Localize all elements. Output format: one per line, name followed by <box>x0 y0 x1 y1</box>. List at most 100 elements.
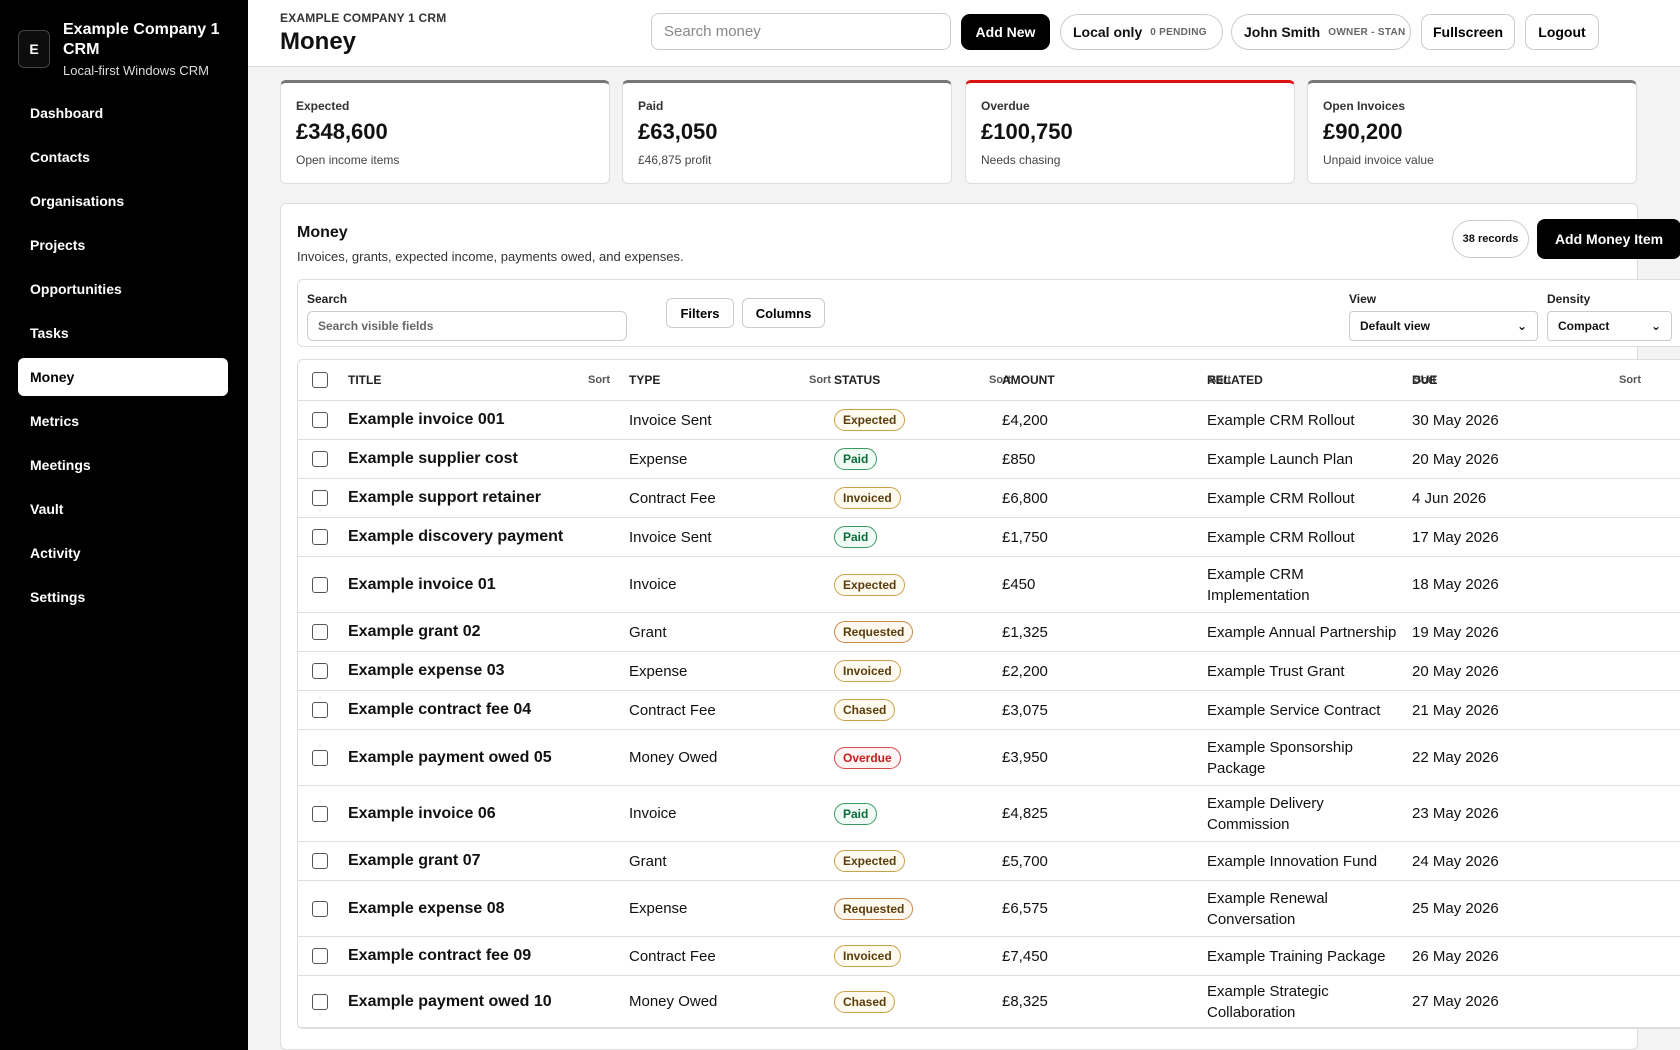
cell-title[interactable]: Example payment owed 10 <box>348 992 552 1010</box>
filters-button[interactable]: Filters <box>666 298 734 328</box>
sidebar-item-contacts[interactable]: Contacts <box>30 149 90 165</box>
user-pill[interactable]: John Smith OWNER - STAN <box>1231 14 1411 50</box>
sort-button-type[interactable]: Sort <box>809 374 831 386</box>
cell-title[interactable]: Example grant 02 <box>348 623 481 640</box>
row-checkbox[interactable] <box>312 529 328 545</box>
sync-status-pill[interactable]: Local only 0 PENDING <box>1060 14 1223 50</box>
cell-related: Example Trust Grant <box>1207 662 1345 680</box>
row-checkbox[interactable] <box>312 490 328 506</box>
cell-amount: £6,800 <box>1002 489 1048 507</box>
sidebar-item-tasks[interactable]: Tasks <box>30 325 69 341</box>
row-checkbox[interactable] <box>312 624 328 640</box>
add-new-button[interactable]: Add New <box>961 14 1050 50</box>
row-checkbox[interactable] <box>312 749 328 766</box>
money-search-input[interactable] <box>651 13 951 50</box>
cell-title[interactable]: Example contract fee 04 <box>348 701 532 718</box>
row-checkbox[interactable] <box>312 412 328 428</box>
cell-due: 24 May 2026 <box>1412 852 1499 870</box>
card-label: Expected <box>296 99 350 113</box>
row-checkbox[interactable] <box>312 805 328 822</box>
row-select-cell <box>312 518 328 556</box>
fullscreen-button[interactable]: Fullscreen <box>1421 14 1515 50</box>
status-badge: Chased <box>834 699 896 721</box>
table-row[interactable]: Example supplier cost Expense Paid £850 Exam… <box>298 440 1680 479</box>
density-select[interactable]: Compact ⌄ <box>1547 311 1672 341</box>
cell-type: Money Owed <box>629 993 718 1010</box>
sidebar-item-dashboard[interactable]: Dashboard <box>30 105 104 121</box>
cell-title[interactable]: Example expense 03 <box>348 662 505 679</box>
cell-status: Chased <box>834 976 896 1027</box>
sidebar-item-meetings[interactable]: Meetings <box>30 457 91 473</box>
table-row[interactable]: Example invoice 06 Invoice Paid £4,825 Examp… <box>298 786 1680 842</box>
cell-due: 20 May 2026 <box>1412 662 1499 680</box>
select-all-checkbox[interactable] <box>312 372 328 388</box>
sort-button-status[interactable]: Sort <box>989 374 1011 386</box>
table-row[interactable]: Example grant 07 Grant Expected £5,700 Examp… <box>298 842 1680 881</box>
sidebar-item-activity[interactable]: Activity <box>30 545 81 561</box>
table-row[interactable]: Example contract fee 04 Contract Fee Chase… <box>298 691 1680 730</box>
card-value: £90,200 <box>1323 119 1403 144</box>
cell-title[interactable]: Example invoice 06 <box>348 804 496 822</box>
table-row[interactable]: Example payment owed 05 Money Owed Overdue… <box>298 730 1680 786</box>
cell-title[interactable]: Example contract fee 09 <box>348 947 532 964</box>
row-checkbox[interactable] <box>312 948 328 964</box>
sidebar-item-settings[interactable]: Settings <box>30 589 86 605</box>
panel-description: Invoices, grants, expected income, payme… <box>297 249 684 264</box>
card-label: Paid <box>638 99 664 113</box>
row-checkbox[interactable] <box>312 663 328 679</box>
row-checkbox[interactable] <box>312 702 328 718</box>
cell-title[interactable]: Example supplier cost <box>348 450 518 467</box>
row-checkbox[interactable] <box>312 900 328 917</box>
table-row[interactable]: Example discovery payment Invoice Sent Pai… <box>298 518 1680 557</box>
select-all-cell <box>312 360 328 400</box>
cell-related: Example Delivery Commission <box>1207 794 1324 833</box>
sort-button-related[interactable]: Sort <box>1414 374 1436 386</box>
cell-due: 21 May 2026 <box>1412 701 1499 719</box>
table-row[interactable]: Example expense 08 Expense Requested £6,575… <box>298 881 1680 937</box>
row-checkbox[interactable] <box>312 853 328 869</box>
table-search-input[interactable] <box>307 311 627 341</box>
sidebar-item-opportunities[interactable]: Opportunities <box>30 281 122 297</box>
cell-title[interactable]: Example discovery payment <box>348 528 564 545</box>
cell-title[interactable]: Example invoice 01 <box>348 575 496 593</box>
cell-amount: £2,200 <box>1002 662 1048 680</box>
table-row[interactable]: Example support retainer Contract Fee Invo… <box>298 479 1680 518</box>
sort-button-amount[interactable]: Sort <box>1209 374 1231 386</box>
columns-button[interactable]: Columns <box>742 298 825 328</box>
row-checkbox[interactable] <box>312 576 328 593</box>
table-row[interactable]: Example contract fee 09 Contract Fee Invoi… <box>298 937 1680 976</box>
cell-title[interactable]: Example support retainer <box>348 489 541 506</box>
cell-due: 18 May 2026 <box>1412 576 1499 593</box>
row-checkbox[interactable] <box>312 993 328 1010</box>
cell-title[interactable]: Example payment owed 05 <box>348 748 552 766</box>
table-row[interactable]: Example invoice 001 Invoice Sent Expected £… <box>298 401 1680 440</box>
table-row[interactable]: Example grant 02 Grant Requested £1,325 Exam… <box>298 613 1680 652</box>
cell-title[interactable]: Example grant 07 <box>348 852 481 869</box>
table-row[interactable]: Example expense 03 Expense Invoiced £2,200 E… <box>298 652 1680 691</box>
cell-related: Example Training Package <box>1207 947 1386 965</box>
cell-title[interactable]: Example invoice 001 <box>348 411 505 428</box>
add-money-item-button[interactable]: Add Money Item <box>1537 219 1680 259</box>
table-row[interactable]: Example payment owed 10 Money Owed Chased £… <box>298 976 1680 1028</box>
cell-title[interactable]: Example expense 08 <box>348 899 505 917</box>
logout-button[interactable]: Logout <box>1525 14 1599 50</box>
view-select[interactable]: Default view ⌄ <box>1349 311 1538 341</box>
cell-related: Example Strategic Collaboration <box>1207 982 1329 1021</box>
sidebar-item-projects[interactable]: Projects <box>30 237 86 253</box>
sidebar-item-money[interactable]: Money <box>18 358 228 396</box>
table-row[interactable]: Example invoice 01 Invoice Expected £450 Exa… <box>298 557 1680 613</box>
card-value: £63,050 <box>638 119 718 144</box>
search-label: Search <box>307 292 348 306</box>
cell-due: 19 May 2026 <box>1412 623 1499 641</box>
row-select-cell <box>312 976 328 1027</box>
cell-due: 27 May 2026 <box>1412 993 1499 1010</box>
cell-status: Paid <box>834 440 878 478</box>
summary-card-expected: Expected £348,600 Open income items <box>280 80 610 184</box>
cell-status: Expected <box>834 842 906 880</box>
sidebar-item-organisations[interactable]: Organisations <box>30 193 125 209</box>
row-checkbox[interactable] <box>312 451 328 467</box>
sort-button-due[interactable]: Sort <box>1619 374 1641 386</box>
sidebar-item-metrics[interactable]: Metrics <box>30 413 80 429</box>
sort-button-title[interactable]: Sort <box>588 374 610 386</box>
sidebar-item-vault[interactable]: Vault <box>30 501 64 517</box>
